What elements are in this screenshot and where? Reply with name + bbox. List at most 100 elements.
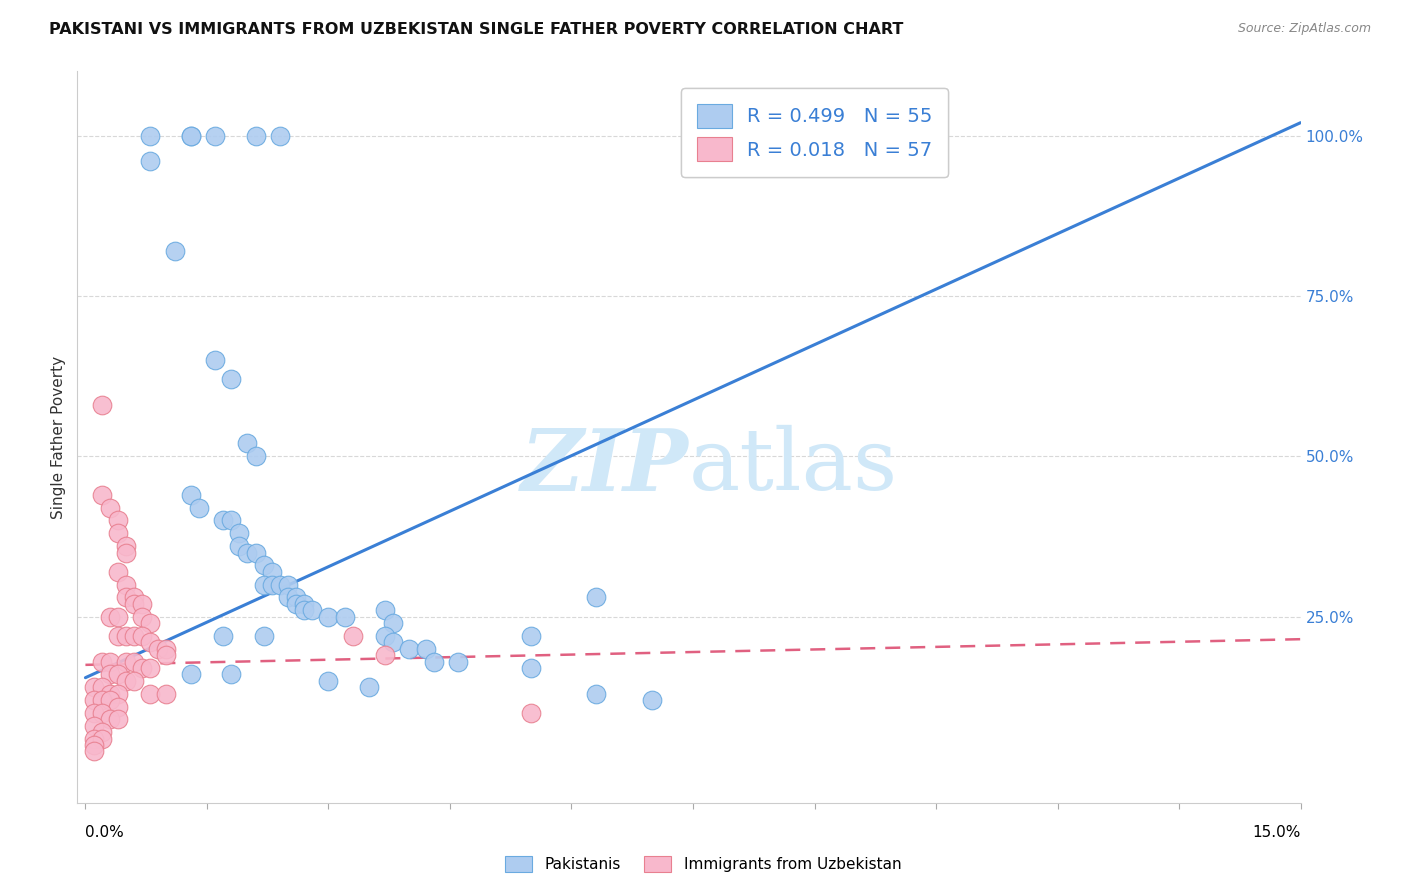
- Point: [585, 687, 607, 701]
- Point: [318, 609, 340, 624]
- Point: [228, 526, 250, 541]
- Point: [204, 128, 226, 143]
- Point: [253, 577, 276, 591]
- Point: [868, 128, 890, 143]
- Point: [107, 526, 129, 541]
- Point: [90, 725, 112, 739]
- Point: [180, 488, 202, 502]
- Point: [115, 673, 138, 688]
- Point: [260, 565, 283, 579]
- Point: [236, 436, 259, 450]
- Point: [90, 655, 112, 669]
- Point: [83, 681, 105, 695]
- Point: [115, 591, 138, 605]
- Point: [382, 635, 405, 649]
- Text: PAKISTANI VS IMMIGRANTS FROM UZBEKISTAN SINGLE FATHER POVERTY CORRELATION CHART: PAKISTANI VS IMMIGRANTS FROM UZBEKISTAN …: [49, 22, 904, 37]
- Point: [107, 667, 129, 681]
- Point: [98, 687, 121, 701]
- Point: [107, 514, 129, 528]
- Point: [83, 744, 105, 758]
- Point: [520, 706, 543, 720]
- Point: [219, 667, 242, 681]
- Point: [269, 128, 291, 143]
- Point: [107, 699, 129, 714]
- Point: [98, 500, 121, 515]
- Legend: Pakistanis, Immigrants from Uzbekistan: Pakistanis, Immigrants from Uzbekistan: [498, 848, 908, 880]
- Point: [115, 577, 138, 591]
- Point: [107, 687, 129, 701]
- Point: [148, 641, 170, 656]
- Point: [219, 514, 242, 528]
- Point: [83, 706, 105, 720]
- Point: [180, 128, 202, 143]
- Point: [155, 687, 177, 701]
- Point: [212, 629, 235, 643]
- Legend: R = 0.499   N = 55, R = 0.018   N = 57: R = 0.499 N = 55, R = 0.018 N = 57: [682, 88, 948, 177]
- Point: [131, 629, 153, 643]
- Point: [447, 655, 470, 669]
- Point: [292, 597, 315, 611]
- Point: [98, 655, 121, 669]
- Point: [423, 655, 446, 669]
- Point: [155, 641, 177, 656]
- Point: [277, 577, 299, 591]
- Point: [204, 353, 226, 368]
- Point: [245, 545, 267, 559]
- Point: [333, 609, 356, 624]
- Point: [277, 591, 299, 605]
- Text: 0.0%: 0.0%: [86, 825, 124, 840]
- Point: [342, 629, 364, 643]
- Point: [115, 655, 138, 669]
- Point: [269, 577, 291, 591]
- Text: Source: ZipAtlas.com: Source: ZipAtlas.com: [1237, 22, 1371, 36]
- Point: [139, 616, 162, 631]
- Point: [90, 681, 112, 695]
- Point: [131, 661, 153, 675]
- Point: [139, 154, 162, 169]
- Point: [318, 673, 340, 688]
- Point: [98, 609, 121, 624]
- Point: [122, 655, 145, 669]
- Point: [115, 629, 138, 643]
- Point: [107, 629, 129, 643]
- Point: [285, 591, 308, 605]
- Point: [98, 693, 121, 707]
- Point: [641, 693, 664, 707]
- Point: [245, 450, 267, 464]
- Point: [374, 648, 396, 663]
- Point: [115, 545, 138, 559]
- Point: [107, 609, 129, 624]
- Point: [228, 539, 250, 553]
- Point: [520, 629, 543, 643]
- Point: [585, 591, 607, 605]
- Point: [415, 641, 437, 656]
- Point: [357, 681, 380, 695]
- Point: [107, 565, 129, 579]
- Point: [115, 539, 138, 553]
- Point: [180, 667, 202, 681]
- Point: [90, 693, 112, 707]
- Point: [180, 128, 202, 143]
- Point: [139, 635, 162, 649]
- Point: [83, 731, 105, 746]
- Point: [83, 719, 105, 733]
- Point: [212, 514, 235, 528]
- Point: [98, 712, 121, 726]
- Point: [301, 603, 323, 617]
- Point: [374, 629, 396, 643]
- Text: 15.0%: 15.0%: [1253, 825, 1301, 840]
- Point: [245, 128, 267, 143]
- Point: [90, 398, 112, 412]
- Point: [398, 641, 420, 656]
- Point: [131, 597, 153, 611]
- Point: [90, 731, 112, 746]
- Point: [155, 648, 177, 663]
- Point: [382, 616, 405, 631]
- Point: [163, 244, 186, 258]
- Point: [122, 629, 145, 643]
- Point: [236, 545, 259, 559]
- Point: [253, 558, 276, 573]
- Text: ZIP: ZIP: [522, 425, 689, 508]
- Point: [122, 591, 145, 605]
- Point: [253, 629, 276, 643]
